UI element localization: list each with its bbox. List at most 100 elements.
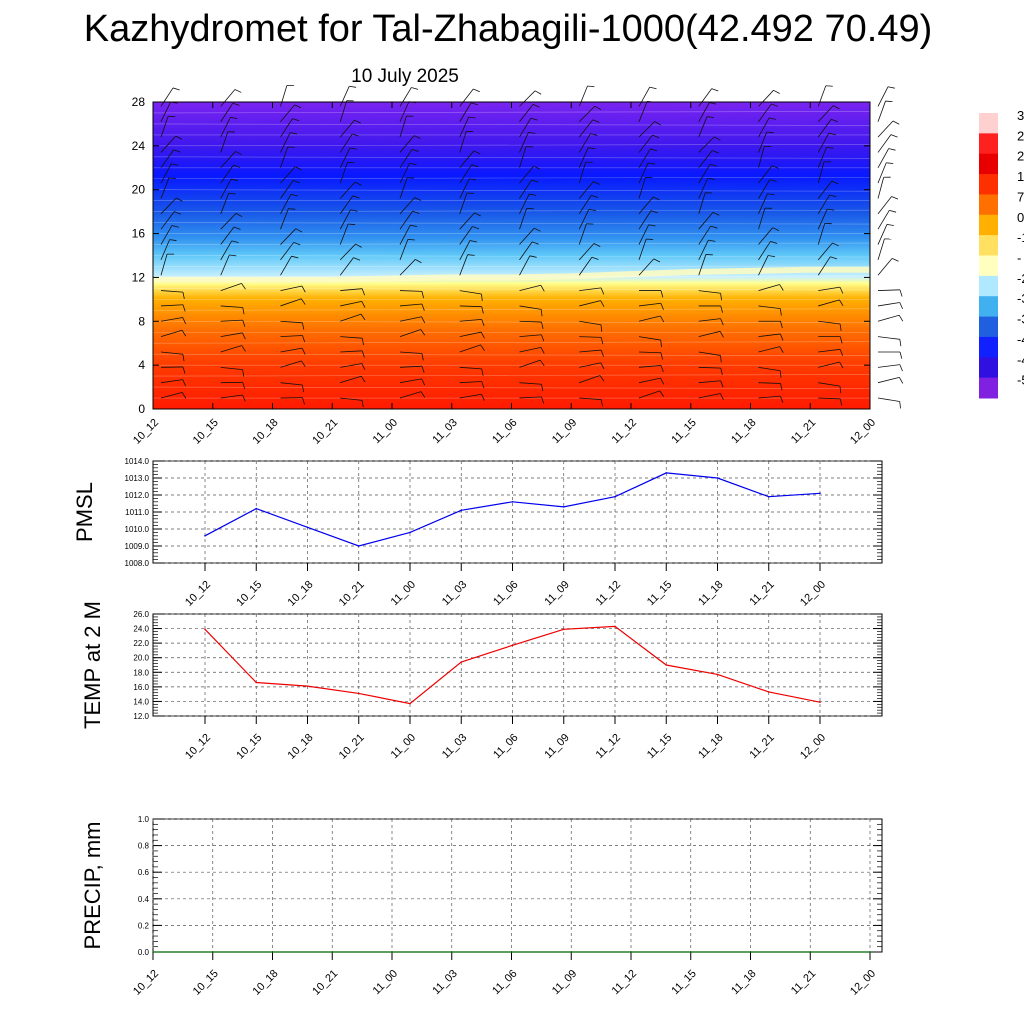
wind-barb-feather [714, 136, 721, 141]
x-tick-label: 12_00 [798, 579, 828, 609]
colorbar-segment [979, 255, 998, 277]
wind-barb-feather [169, 239, 177, 241]
wind-barb-shaft [160, 149, 174, 169]
wind-barb-feather [779, 346, 784, 353]
x-tick-label: 11_06 [490, 968, 520, 998]
wind-barb-shaft [817, 242, 833, 261]
wind-barb-feather [600, 362, 605, 370]
wind-barb-shaft [698, 239, 709, 261]
wind-barb-shaft [698, 254, 707, 276]
wind-barb-feather [360, 376, 366, 383]
wind-barb-feather [300, 298, 306, 305]
x-tick-label: 11_09 [542, 579, 572, 609]
wind-barb-shaft [459, 88, 474, 107]
wind-barb-feather [228, 192, 236, 195]
wind-barb-shaft [519, 241, 533, 261]
wind-barb-shaft [758, 255, 769, 276]
data-point [511, 644, 514, 647]
wind-barb-shaft [877, 238, 885, 261]
wind-barb-feather [301, 285, 306, 293]
data-point [749, 951, 752, 953]
y-tick-label: 1014.0 [125, 457, 150, 466]
wind-barb-feather [831, 180, 839, 185]
x-tick-label: 11_21 [789, 417, 819, 447]
data-point [665, 472, 668, 474]
wind-barb-feather [600, 337, 604, 345]
wind-barb-shaft [459, 212, 475, 230]
wind-barb-feather [288, 208, 296, 210]
wind-barb-shaft [160, 351, 183, 355]
data-point [665, 664, 668, 666]
x-tick-label: 10_21 [310, 417, 340, 447]
colorbar-label: -1 [1017, 230, 1024, 245]
data-point [391, 951, 393, 953]
wind-barb-feather [421, 303, 425, 311]
colorbar-label: - [1017, 251, 1021, 266]
wind-barb-shaft [339, 147, 351, 168]
wind-barb-shaft [459, 290, 482, 295]
colorbar-segment [979, 296, 998, 318]
wind-barb-shaft [160, 317, 183, 322]
data-point [152, 951, 154, 953]
x-tick-label: 11_00 [371, 968, 401, 998]
x-tick-label: 11_18 [729, 417, 759, 447]
data-point [357, 692, 360, 695]
wind-barb-shaft [519, 208, 528, 230]
cross-section-fill [153, 102, 870, 409]
wind-barb-feather [361, 338, 364, 346]
wind-barb-shaft [698, 150, 713, 169]
wind-barb-shaft [698, 351, 721, 356]
wind-barb-shaft [579, 336, 602, 338]
wind-barb-feather [540, 309, 543, 317]
wind-barb-feather [779, 284, 784, 291]
wind-barb-shaft [698, 212, 714, 230]
wind-barb-shaft [519, 359, 541, 368]
wind-barb-shaft [818, 382, 841, 387]
wind-barb-feather [659, 390, 665, 397]
wind-barb-feather [302, 335, 306, 343]
wind-barb-shaft [220, 394, 243, 399]
wind-barb-shaft [698, 330, 721, 338]
wind-barb-shaft [519, 305, 542, 310]
data-point [204, 535, 206, 537]
wind-barb-feather [421, 378, 426, 386]
wind-barb-shaft [519, 347, 542, 353]
wind-barb-shaft [339, 133, 353, 153]
x-tick-label: 11_12 [610, 968, 640, 998]
wind-barb-feather [293, 241, 301, 246]
wind-barb-feather [174, 211, 181, 215]
wind-barb-feather [590, 133, 598, 136]
wind-barb-shaft [340, 363, 362, 368]
chart-title: Kazhydromet for Tal-Zhabagili-1000(42.49… [83, 8, 933, 50]
wind-barb-shaft [758, 305, 781, 310]
wind-barb-shaft [459, 116, 470, 138]
contour-line [152, 111, 871, 114]
wind-barb-feather [660, 352, 664, 360]
wind-barb-shaft [160, 211, 175, 230]
colorbar-segment [979, 133, 998, 155]
contour-line [152, 144, 871, 147]
wind-barb-shaft [758, 208, 766, 230]
wind-barb-shaft [220, 164, 234, 184]
y-tick-label: 20.0 [133, 654, 149, 663]
wind-barb-feather [886, 162, 894, 164]
wind-barb-shaft [638, 121, 655, 138]
contour-line [152, 242, 871, 245]
wind-barb-feather [771, 165, 779, 169]
wind-barb-feather [660, 290, 664, 298]
wind-barb-feather [779, 308, 782, 316]
wind-barb-feather [182, 354, 185, 362]
y-tick-label: 24.0 [133, 625, 149, 634]
wind-barb-shaft [698, 102, 710, 122]
panel-frame [152, 818, 883, 953]
wind-barb-shaft [280, 382, 303, 386]
wind-barb-feather [592, 119, 600, 123]
data-point [819, 492, 821, 495]
data-point [211, 951, 214, 953]
wind-barb-shaft [578, 85, 588, 107]
wind-barb-feather [591, 195, 599, 198]
wind-barb-feather [242, 307, 245, 315]
wind-barb-feather [891, 196, 899, 200]
wind-barb-shaft [280, 285, 303, 291]
wind-barb-shaft [638, 210, 652, 230]
